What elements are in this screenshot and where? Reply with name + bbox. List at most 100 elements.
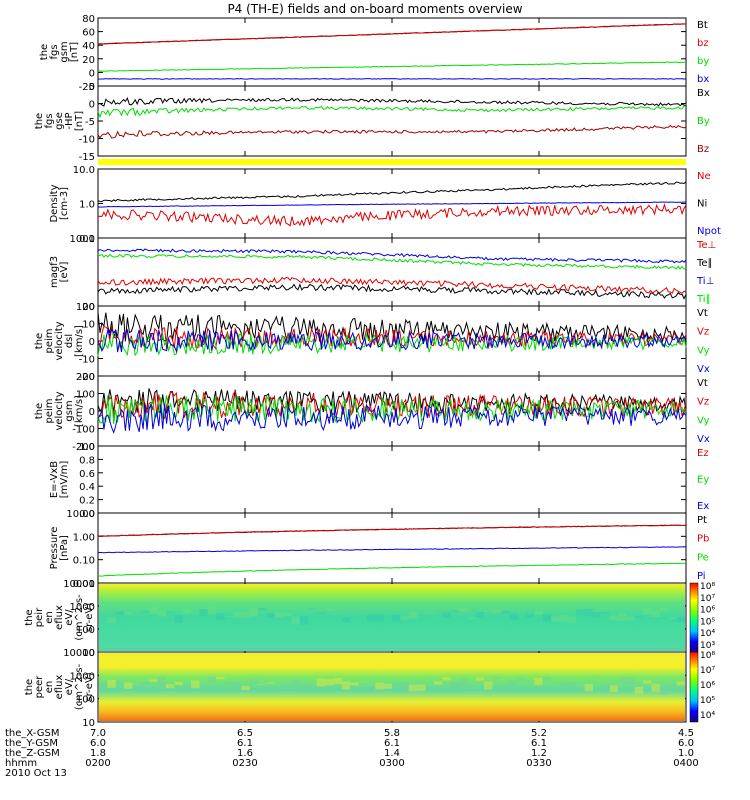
ion_spectrogram-texture bbox=[450, 610, 459, 613]
ion_spectrogram-texture bbox=[567, 616, 577, 623]
fgs_gsm-ylabel-line: [nT] bbox=[69, 42, 80, 62]
electron_spectrogram-texture bbox=[450, 682, 459, 688]
electron_spectrogram-ylabel-line: sr-eV) bbox=[84, 672, 95, 701]
ion_spectrogram-panel: 10000 1000 100 10 thepeirenefluxeV/(cm^2-s-s… bbox=[24, 579, 687, 659]
colorbar-electron-bar bbox=[689, 651, 699, 723]
electron_spectrogram-texture bbox=[107, 679, 116, 688]
electron_spectrogram-texture bbox=[358, 681, 367, 683]
velocity_gsm-ylabel-line: the bbox=[34, 403, 45, 419]
footer-value: 1.2 bbox=[531, 748, 547, 759]
efield-ytick-label: 0.6 bbox=[79, 469, 95, 480]
velocity_dsl-legend-Vt: Vt bbox=[697, 308, 708, 319]
electron_spectrogram-ylabel-line: eV/ bbox=[64, 678, 75, 695]
footer-value: 6.1 bbox=[384, 738, 400, 749]
ion_spectrogram-texture bbox=[400, 616, 409, 620]
ion_spectrogram-texture bbox=[165, 611, 175, 613]
fgs_gse_hp-frame bbox=[97, 85, 687, 157]
electron_spectrogram-texture bbox=[651, 683, 660, 692]
fgs_gse_hp-legend-Bx: Bx bbox=[697, 88, 710, 99]
velocity_dsl-legend-Vy: Vy bbox=[697, 345, 710, 356]
efield-ylabel-line: E=-VxB bbox=[49, 461, 60, 498]
electron_spectrogram-texture bbox=[509, 680, 518, 686]
footer-value: 6.0 bbox=[678, 738, 694, 749]
pressure-legend-Pi: Pi bbox=[697, 571, 706, 582]
ion_spectrogram-texture bbox=[241, 611, 250, 619]
electron_spectrogram-texture bbox=[609, 685, 619, 693]
velocity_gsm-series-Vt bbox=[97, 388, 687, 415]
pressure-legend-Pb: Pb bbox=[697, 534, 709, 545]
status-bar bbox=[98, 159, 686, 165]
temperature-ytick-label: 1000 bbox=[70, 234, 95, 245]
velocity_gsm-ylabel-line: gsm bbox=[64, 400, 75, 421]
ion_spectrogram-ytick-label: 10000 bbox=[63, 579, 95, 590]
ion_spectrogram-texture bbox=[408, 611, 418, 619]
fgs_gsm-legend-by: by bbox=[697, 56, 709, 67]
ion_spectrogram-texture bbox=[551, 616, 560, 622]
temperature-series-Ti∥ bbox=[97, 253, 687, 270]
fgs_gse_hp-legend-Bz: Bz bbox=[697, 144, 709, 155]
efield-legend-Ey: Ey bbox=[697, 475, 709, 486]
colorbar-ion-label: 10⁶ bbox=[700, 606, 715, 616]
fgs_gse_hp-series-Bz bbox=[97, 124, 687, 139]
footer-row-label: the_X-GSM bbox=[5, 728, 59, 739]
density-panel: 10.0 1.0 0.1 Density[cm-3] Ne Ni Npot bbox=[49, 165, 721, 245]
ion_spectrogram-texture bbox=[333, 613, 342, 615]
ion_spectrogram-ytick-label: 1000 bbox=[70, 602, 95, 613]
footer-row-label: the_Y-GSM bbox=[5, 738, 58, 749]
ion_spectrogram-texture bbox=[467, 617, 476, 620]
velocity_gsm-ytick-label: 100 bbox=[76, 390, 95, 401]
footer-row-label: the_Z-GSM bbox=[5, 748, 60, 759]
velocity_dsl-ytick-label: 10 bbox=[82, 320, 95, 331]
ion_spectrogram-texture bbox=[525, 613, 535, 618]
colorbar-ion-bar bbox=[689, 582, 699, 653]
fgs_gse_hp-ytick-label: 0 bbox=[89, 100, 95, 111]
efield-ylabel-line: [mV/m] bbox=[59, 461, 70, 499]
electron_spectrogram-texture bbox=[132, 686, 141, 690]
ion_spectrogram-texture bbox=[659, 608, 669, 611]
density-legend-Ne: Ne bbox=[697, 171, 711, 182]
velocity_gsm-ytick-label: -100 bbox=[72, 425, 95, 436]
velocity_dsl-series-Vx bbox=[97, 328, 687, 354]
density-ylabel-line: [cm-3] bbox=[59, 187, 70, 220]
footer-value: 5.2 bbox=[531, 728, 547, 739]
velocity_gsm-series-Vz bbox=[97, 390, 687, 420]
velocity_gsm-ylabel-line: [km/s] bbox=[74, 395, 85, 427]
footer-value: 1.8 bbox=[90, 748, 106, 759]
efield-legend-Ez: Ez bbox=[697, 448, 709, 459]
ion_spectrogram-texture bbox=[115, 611, 125, 615]
velocity_dsl-ylabel: thepeimvelocitydsl[km/s] bbox=[34, 321, 85, 360]
electron_spectrogram-texture bbox=[417, 684, 426, 691]
fgs_gsm-frame bbox=[97, 17, 687, 87]
electron_spectrogram-texture bbox=[392, 683, 401, 686]
fgs_gse_hp-ylabel-line: [nT] bbox=[74, 111, 85, 131]
density-legend-Npot: Npot bbox=[697, 226, 721, 237]
efield-frame bbox=[97, 445, 687, 514]
fgs_gse_hp-ylabel-line: -HP bbox=[64, 112, 75, 129]
fgs_gse_hp-legend-By: By bbox=[697, 116, 710, 127]
colorbar-electron: 10⁸ 10⁷ 10⁶ 10⁵ 10⁴ bbox=[689, 651, 715, 723]
ion_spectrogram-ytick-label: 10 bbox=[82, 648, 95, 659]
footer-value: 0400 bbox=[673, 758, 698, 769]
footer-value: 5.8 bbox=[384, 728, 400, 739]
ion_spectrogram-texture bbox=[291, 616, 300, 624]
electron_spectrogram-texture bbox=[308, 684, 317, 688]
colorbar-electron-label: 10⁶ bbox=[700, 681, 715, 691]
electron_spectrogram-texture bbox=[291, 679, 300, 686]
electron_spectrogram-texture bbox=[458, 678, 468, 686]
velocity_dsl-ylabel-line: velocity bbox=[54, 321, 65, 360]
fgs_gse_hp-series-Bx bbox=[97, 97, 687, 107]
electron_spectrogram-ytick-label: 10 bbox=[82, 718, 95, 729]
electron_spectrogram-texture bbox=[618, 677, 627, 683]
electron_spectrogram-texture bbox=[517, 678, 526, 682]
electron_spectrogram-texture bbox=[316, 678, 326, 687]
density-ytick-label: 10.0 bbox=[73, 165, 95, 176]
footer-value: 6.0 bbox=[90, 738, 106, 749]
footer-value: 0300 bbox=[379, 758, 404, 769]
ion_spectrogram-texture bbox=[584, 608, 593, 616]
efield-ytick-label: 0.4 bbox=[79, 482, 95, 493]
pressure-ylabel-line: Pressure bbox=[49, 527, 60, 570]
electron_spectrogram-texture bbox=[124, 682, 133, 689]
electron_spectrogram-texture bbox=[484, 681, 493, 690]
colorbar-electron-label: 10⁸ bbox=[700, 651, 715, 661]
